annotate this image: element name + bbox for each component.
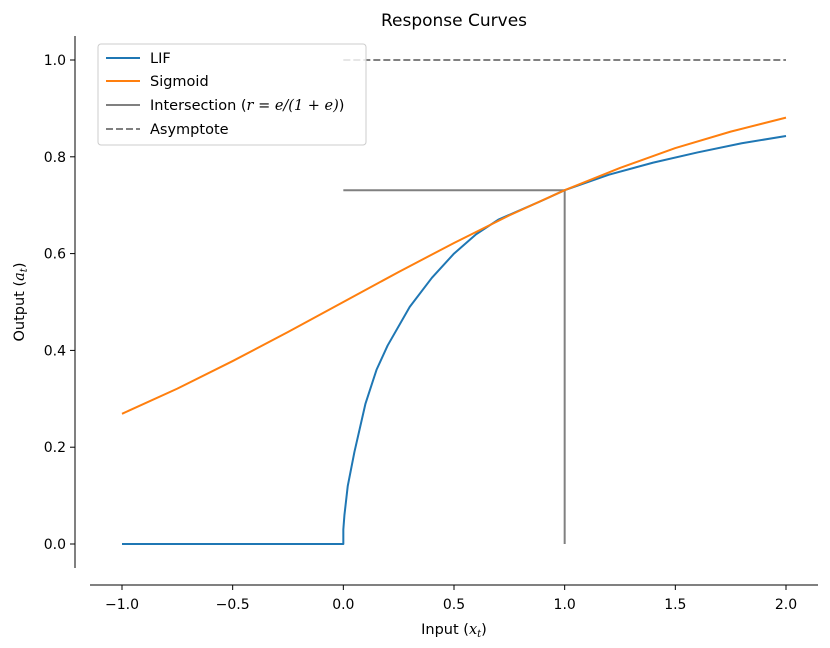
x-ticks: −1.0 −0.5 0.0 0.5 1.0 1.5 2.0 bbox=[105, 585, 797, 613]
x-tick-label: 2.0 bbox=[775, 597, 797, 613]
x-axis-label: Input (xt) bbox=[421, 622, 487, 640]
x-tick-label: 0.0 bbox=[332, 597, 354, 613]
chart-title: Response Curves bbox=[381, 11, 527, 31]
x-tick-label: −1.0 bbox=[105, 597, 139, 613]
series-line-lif bbox=[122, 135, 787, 545]
plot-lines bbox=[121, 59, 787, 545]
y-tick-label: 0.4 bbox=[44, 343, 66, 359]
x-tick-label: −0.5 bbox=[216, 597, 250, 613]
x-tick-label: 1.0 bbox=[554, 597, 576, 613]
axes: −1.0 −0.5 0.0 0.5 1.0 1.5 2.0 0.0 0.2 0.4 0.6 0.8 1… bbox=[44, 36, 818, 613]
legend: LIF Sigmoid Intersection (r = e/(1 + e))… bbox=[97, 43, 367, 146]
x-tick-label: 0.5 bbox=[443, 597, 465, 613]
series-line-sigmoid bbox=[121, 116, 787, 415]
y-tick-label: 0.2 bbox=[44, 440, 66, 456]
legend-box bbox=[97, 43, 367, 146]
y-tick-label: 0.6 bbox=[44, 247, 66, 263]
y-tick-label: 0.8 bbox=[44, 150, 66, 166]
legend-label-lif: LIF bbox=[150, 51, 171, 67]
y-axis-label: Output (at) bbox=[12, 263, 30, 342]
x-tick-label: 1.5 bbox=[664, 597, 686, 613]
y-tick-label: 0.0 bbox=[44, 537, 66, 553]
legend-label-intersection: Intersection (r = e/(1 + e)) bbox=[150, 98, 344, 114]
legend-label-sigmoid: Sigmoid bbox=[150, 74, 209, 90]
legend-label-asymptote: Asymptote bbox=[150, 122, 229, 138]
y-ticks: 0.0 0.2 0.4 0.6 0.8 1.0 bbox=[44, 53, 75, 553]
y-tick-label: 1.0 bbox=[44, 53, 66, 69]
